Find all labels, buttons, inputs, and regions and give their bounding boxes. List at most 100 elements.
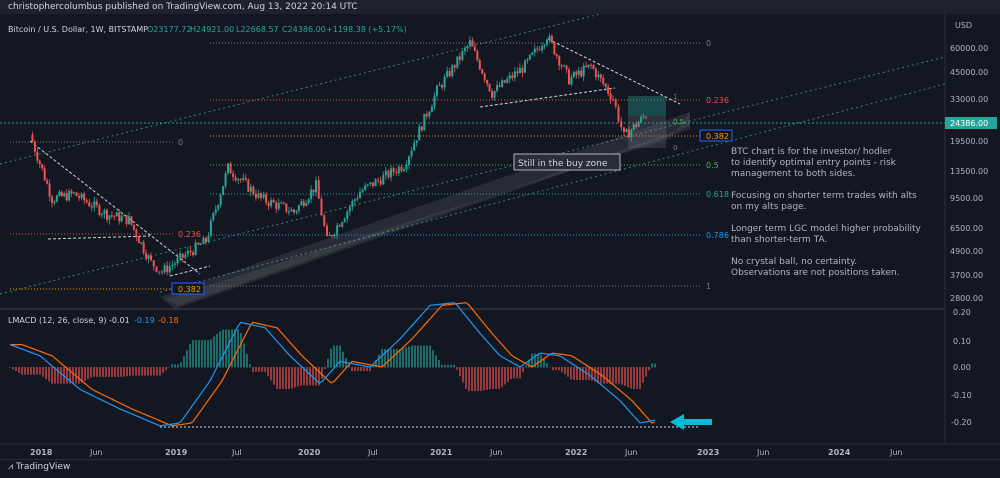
time-label: Jun <box>489 448 503 457</box>
candle-body <box>592 65 595 69</box>
candle-body <box>106 209 108 220</box>
candlestick-series[interactable] <box>31 33 647 276</box>
chart-svg[interactable]: 0 0.236 0.5 0.618 0.786 1 0.382 0 0.236 … <box>0 13 1000 459</box>
candle-body <box>387 170 390 178</box>
macd-histogram-bar <box>498 367 500 390</box>
candle-body <box>478 60 481 70</box>
buy-zone-callout-box[interactable] <box>513 153 621 171</box>
macd-legend[interactable]: LMACD (12, 26, close, 9) -0.01 -0.19 -0.… <box>8 316 179 325</box>
candle-body <box>293 209 295 213</box>
macd-histogram-bar <box>60 367 62 384</box>
time-label: Jun <box>889 448 903 457</box>
macd-histogram-bar <box>621 367 623 385</box>
price-tick: 3700.00 <box>950 271 983 280</box>
candle-body <box>538 49 541 51</box>
macd-histogram-bar <box>294 367 296 388</box>
candle-body <box>336 225 339 235</box>
fib-label-1-upper: 1 <box>706 282 711 291</box>
macd-histogram-bar <box>645 367 647 377</box>
candle-body <box>145 252 148 259</box>
fib-label-0.618-upper: 0.618 <box>706 190 729 199</box>
macd-histogram-bar <box>291 367 293 389</box>
macd-histogram-bar <box>324 367 326 369</box>
candle-body <box>599 74 602 79</box>
candle-body <box>78 196 81 199</box>
macd-histogram-bar <box>186 350 188 368</box>
candle-body <box>338 225 341 227</box>
macd-histogram-bar <box>459 367 461 377</box>
candle-body <box>415 140 418 144</box>
price-axis[interactable]: USD 60000.00 45000.00 33000.00 19500.00 … <box>950 21 988 303</box>
candle-body <box>103 209 106 215</box>
candle-body <box>247 179 250 192</box>
time-label: 2021 <box>430 448 453 457</box>
lgc-channel-lines <box>0 13 946 295</box>
macd-histogram-bar <box>171 364 173 368</box>
macd-histogram-bar <box>567 367 569 377</box>
candle-body <box>533 48 536 53</box>
macd-histogram-bar <box>297 367 299 387</box>
candle-body <box>408 156 411 165</box>
macd-histogram-bar <box>450 364 452 368</box>
macd-histogram-bar <box>318 367 320 386</box>
candle-body <box>80 193 83 199</box>
candle-body <box>222 186 225 196</box>
macd-histogram-bar <box>636 367 638 390</box>
time-label: Jun <box>756 448 770 457</box>
risk-zone-box <box>628 116 666 148</box>
macd-histogram-bar <box>69 367 71 384</box>
macd-histogram-bar <box>108 367 110 377</box>
macd-histogram-bar <box>177 364 179 368</box>
macd-histogram-bar <box>543 358 545 368</box>
macd-histogram-bar <box>21 367 23 375</box>
candle-body <box>353 199 356 201</box>
macd-histogram-bar <box>585 367 587 381</box>
candle-body <box>617 106 620 122</box>
candle-body <box>179 253 182 258</box>
macd-histogram-bar <box>618 367 620 384</box>
macd-histogram-bar <box>300 367 302 386</box>
price-tick: 45000.00 <box>950 68 988 77</box>
macd-histogram-bar <box>474 367 476 392</box>
macd-histogram-bar <box>468 367 470 392</box>
target-zone-box <box>628 96 666 116</box>
ohlc-legend[interactable]: Bitcoin / U.S. Dollar, 1W, BITSTAMP O231… <box>8 25 407 34</box>
macd-histogram-bar <box>141 367 143 376</box>
macd-histogram-bar <box>276 367 278 390</box>
macd-histogram-bar <box>48 367 50 382</box>
time-axis[interactable]: 2018 Jun 2019 Jul 2020 Jul 2021 Jun 2022… <box>30 448 903 457</box>
fib-label-0.5-upper: 0.5 <box>706 161 719 170</box>
macd-histogram-bar <box>54 367 56 384</box>
macd-histogram-bar <box>81 367 83 383</box>
candle-body <box>137 237 140 244</box>
macd-histogram-bar <box>417 345 419 368</box>
macd-histogram-bar <box>381 349 383 368</box>
candle-body <box>346 211 349 219</box>
macd-histogram-bar <box>99 367 101 377</box>
macd-histogram-bar <box>351 367 353 372</box>
macd-pane[interactable] <box>9 302 656 427</box>
candle-body <box>302 201 305 206</box>
macd-histogram-bar <box>204 340 206 368</box>
tv-logo-icon: ⩘ <box>8 462 16 472</box>
candle-body <box>374 179 377 187</box>
fib-label-0-upper: 0 <box>706 39 711 48</box>
tradingview-logo[interactable]: ⩘ TradingView <box>8 462 70 472</box>
macd-histogram-bar <box>393 349 395 368</box>
candle-body <box>568 69 570 85</box>
candle-body <box>518 67 521 74</box>
macd-axis[interactable]: 0.20 0.10 0.00 -0.10 -0.20 <box>951 308 972 427</box>
candle-body <box>410 150 413 157</box>
chart-area[interactable]: 0 0.236 0.5 0.618 0.786 1 0.382 0 0.236 … <box>0 13 1000 459</box>
macd-histogram-bar <box>615 367 617 384</box>
candle-body <box>476 50 479 61</box>
macd-histogram-bar <box>471 367 473 392</box>
candle-body <box>328 235 331 237</box>
candle-body <box>323 215 326 226</box>
candle-body <box>630 129 633 138</box>
candle-body <box>377 179 380 181</box>
macd-histogram-bar <box>306 367 308 386</box>
candle-body <box>43 168 46 181</box>
macd-histogram-bar <box>399 349 401 368</box>
macd-histogram-bar <box>360 367 362 372</box>
